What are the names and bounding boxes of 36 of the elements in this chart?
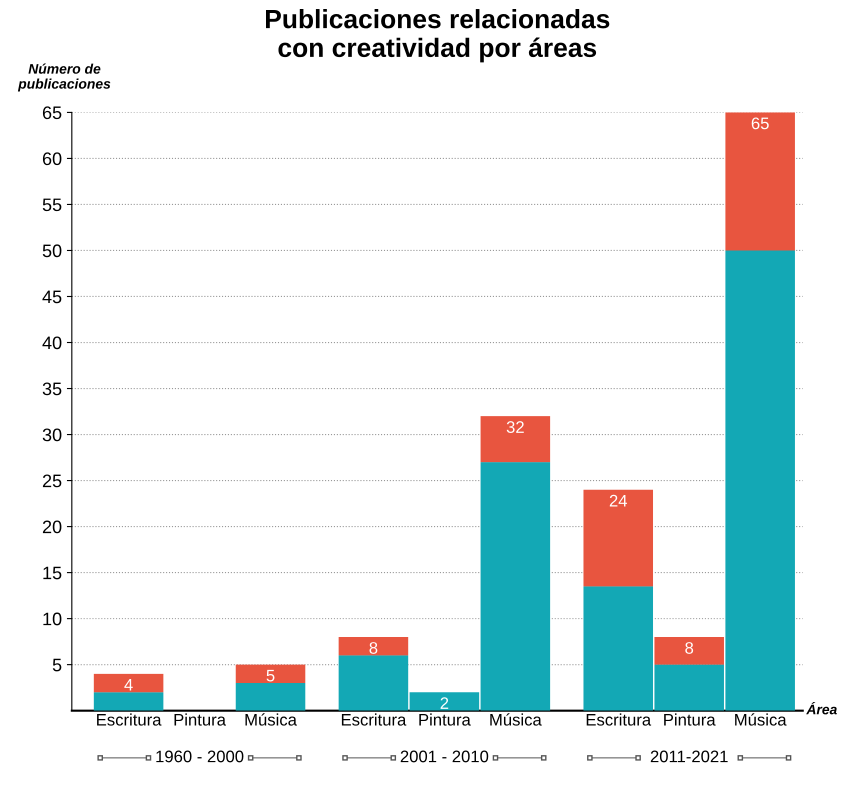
y-tick-label: 50	[42, 244, 62, 258]
y-tick-label: 55	[42, 198, 62, 212]
total-label: 5	[266, 670, 274, 682]
x-tick-label: Pintura	[174, 713, 226, 726]
x-tick-label: Música	[735, 713, 787, 726]
total-label: 8	[370, 642, 378, 654]
y-tick-label: 45	[42, 290, 62, 304]
y-tick-label: 40	[42, 336, 62, 350]
total-label: 32	[506, 421, 524, 433]
y-tick-label: 15	[43, 566, 62, 580]
total-label: 65	[752, 117, 769, 130]
text: 1960 - 2000	[156, 750, 244, 762]
total-label: 24	[610, 494, 628, 506]
y-tick-label: 10	[43, 612, 62, 626]
y-tick-label: 25	[42, 474, 62, 488]
text: 2011-2021	[650, 750, 728, 762]
x-axis-title: Área	[806, 702, 837, 714]
y-tick-label: 60	[42, 152, 62, 166]
y-tick-label: 5	[52, 658, 62, 672]
x-tick-label: Pintura	[419, 713, 471, 726]
x-tick-label: Escritura	[586, 713, 652, 726]
total-label: 2	[440, 697, 448, 709]
y-axis-title: Número de publicaciones	[18, 63, 110, 92]
chart-title: Publicaciones relacionadas con creatividad por áreas	[266, 9, 610, 62]
y-tick-label: 65	[42, 106, 62, 120]
x-tick-label: Pintura	[664, 713, 716, 726]
y-tick-label: 20	[42, 520, 62, 534]
x-tick-label: Música	[490, 713, 542, 726]
y-tick-label: 35	[42, 382, 62, 396]
x-tick-label: Escritura	[97, 713, 162, 726]
y-tick-label: 30	[42, 428, 62, 442]
x-tick-label: Escritura	[342, 713, 406, 726]
total-label: 8	[685, 642, 694, 654]
text: 2001 - 2010	[400, 750, 488, 762]
total-label: 4	[124, 679, 133, 691]
x-tick-label: Música	[245, 713, 297, 726]
